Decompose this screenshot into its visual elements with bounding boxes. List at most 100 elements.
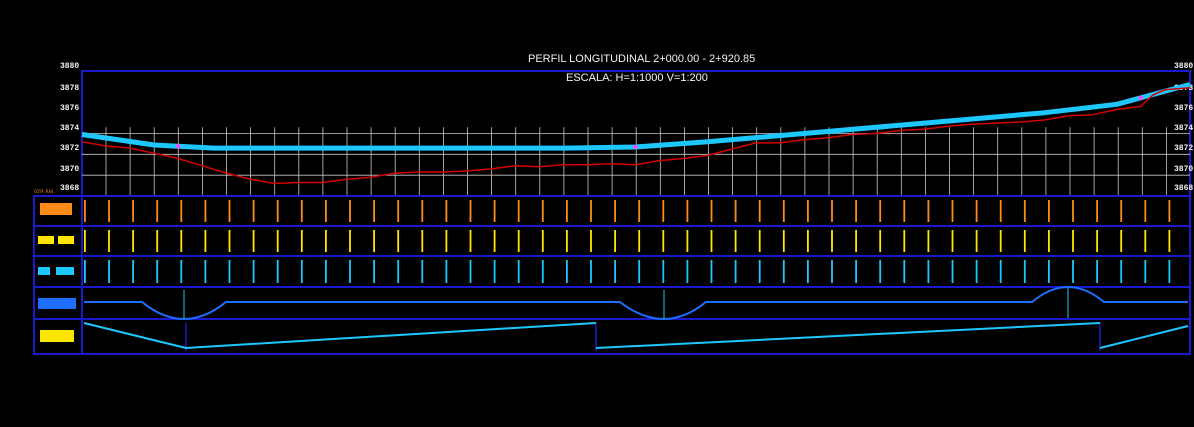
elevation-axis-left: 3878 3876 3874 3872 3870 3868 [60,84,79,193]
station-tick [807,200,809,222]
station-tick [541,260,544,283]
station-tick [927,200,930,222]
station-tick [445,230,448,252]
station-tick [758,200,761,222]
station-tick [758,260,761,283]
station-tick [276,260,279,283]
station-tick [445,260,448,283]
station-tick [373,230,375,252]
elev-label-right: 3872 [1174,144,1193,153]
station-tick [1168,230,1171,252]
station-tick [132,200,134,222]
station-tick [662,230,665,252]
grade-segment [1099,325,1189,349]
station-tick [1120,200,1123,222]
station-tick [710,260,713,283]
station-tick [686,260,689,283]
station-tick [84,200,86,222]
station-tick [1168,260,1171,283]
station-tick [782,260,785,283]
station-tick [156,200,159,222]
station-tick [349,230,351,252]
station-tick [999,200,1002,222]
grade-segment [185,322,597,349]
station-tick [180,200,183,222]
station-tick [541,230,544,252]
elev-label-left: 3872 [60,144,79,153]
station-tick [397,260,400,283]
elev-label-left: 3878 [60,84,79,93]
station-tick [903,200,906,222]
legend-tag: COTA RAS. [34,189,56,194]
station-tick [276,230,279,252]
station-tick [156,260,159,283]
station-tick [204,230,207,252]
station-tick [1072,230,1074,252]
station-tick [903,260,906,283]
station-tick [421,260,424,283]
station-tick [758,230,761,252]
station-tick [614,200,616,222]
station-tick [831,230,833,252]
station-tick [1048,230,1050,252]
station-tick [180,260,183,283]
station-tick [228,260,231,283]
station-tick [1144,230,1147,252]
station-tick [421,200,424,222]
station-tick [638,200,641,222]
station-tick [1120,260,1123,283]
station-tick [927,260,930,283]
elev-label-left: 3870 [60,165,79,174]
vertex-marker [633,144,638,150]
station-tick [517,230,520,252]
station-tick [999,230,1002,252]
station-tick [252,260,255,283]
station-tick [325,260,327,283]
station-tick [638,230,641,252]
station-tick [1072,260,1074,283]
station-tick [469,200,472,222]
station-tick [373,200,375,222]
station-tick [517,260,520,283]
station-tick [782,200,785,222]
station-tick [300,200,303,222]
station-tick [300,260,303,283]
vertex-markers [176,95,1144,150]
vertex-marker [176,144,181,149]
elev-label-right: 3874 [1174,124,1193,133]
station-tick [566,230,568,252]
station-tick [180,230,183,252]
elev-label-right: 3870 [1174,165,1193,174]
station-tick [807,230,809,252]
station-tick [1096,230,1098,252]
band-swatch-yellow-grade [40,330,74,342]
station-tick [397,200,400,222]
station-tick [686,230,689,252]
station-tick [349,200,351,222]
station-tick [999,260,1002,283]
corner-label-right: 3880 [1174,62,1193,71]
station-tick [108,230,110,252]
station-tick [1168,200,1171,222]
station-tick [686,200,689,222]
station-tick [541,200,544,222]
station-tick [469,260,472,283]
station-tick [469,230,472,252]
band-swatch-cyan-b [56,267,74,275]
station-tick [566,200,568,222]
station-tick [1096,200,1098,222]
elev-label-right: 3868 [1174,184,1193,193]
station-tick [590,260,592,283]
station-tick [662,260,665,283]
station-tick [132,260,134,283]
station-tick [517,200,520,222]
station-tick [710,230,713,252]
station-tick [204,260,207,283]
station-tick [734,230,737,252]
station-tick [927,230,930,252]
station-tick [349,260,351,283]
station-tick [590,200,592,222]
vertex-marker [1138,95,1144,101]
